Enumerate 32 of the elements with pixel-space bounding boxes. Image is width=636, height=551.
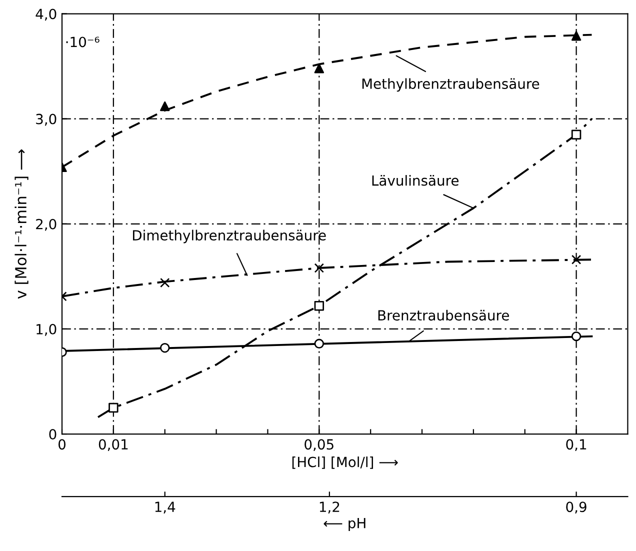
point [160,343,170,353]
x2-tick-label: 1,2 [320,502,340,514]
x-tick-label: 0,1 [566,439,586,452]
y-tick-label: 3,0 [36,114,56,126]
x-tick-label: 0 [58,439,66,450]
annotation: Methylbrenztraubensäure [362,78,540,92]
point [571,30,582,41]
y-tick-label: 1,0 [36,324,56,336]
y-tick-label: 2,0 [36,218,56,231]
y-axis-title: v [Mol·l⁻¹·min⁻¹] ⟶ [14,149,28,299]
x2-tick-label: 1,4 [155,502,176,514]
x-tick-label: 0,01 [98,439,128,452]
point [314,263,324,273]
annotation: Lävulinsäure [372,175,459,186]
point [108,402,118,413]
x2-tick-label: 0,9 [566,502,586,514]
y-tick-label: 0 [49,428,56,440]
x2-axis-title: ⟵ pH [324,518,366,532]
annotation: Dimethylbrenztraubensäure [132,230,326,244]
point [314,64,324,74]
annotation: Brenztraubensäure [378,310,509,321]
x-axis-title: [HCl] [Mol/l] ⟶ [292,456,398,469]
point [571,331,582,342]
point [314,300,324,311]
point [160,101,170,112]
annotation: ·10⁻⁶ [66,36,100,48]
x-tick-label: 0,05 [304,439,334,452]
point [571,130,582,140]
y-tick-label: 4,0 [36,8,56,21]
point [571,254,582,264]
point [314,338,324,349]
point [160,278,170,288]
